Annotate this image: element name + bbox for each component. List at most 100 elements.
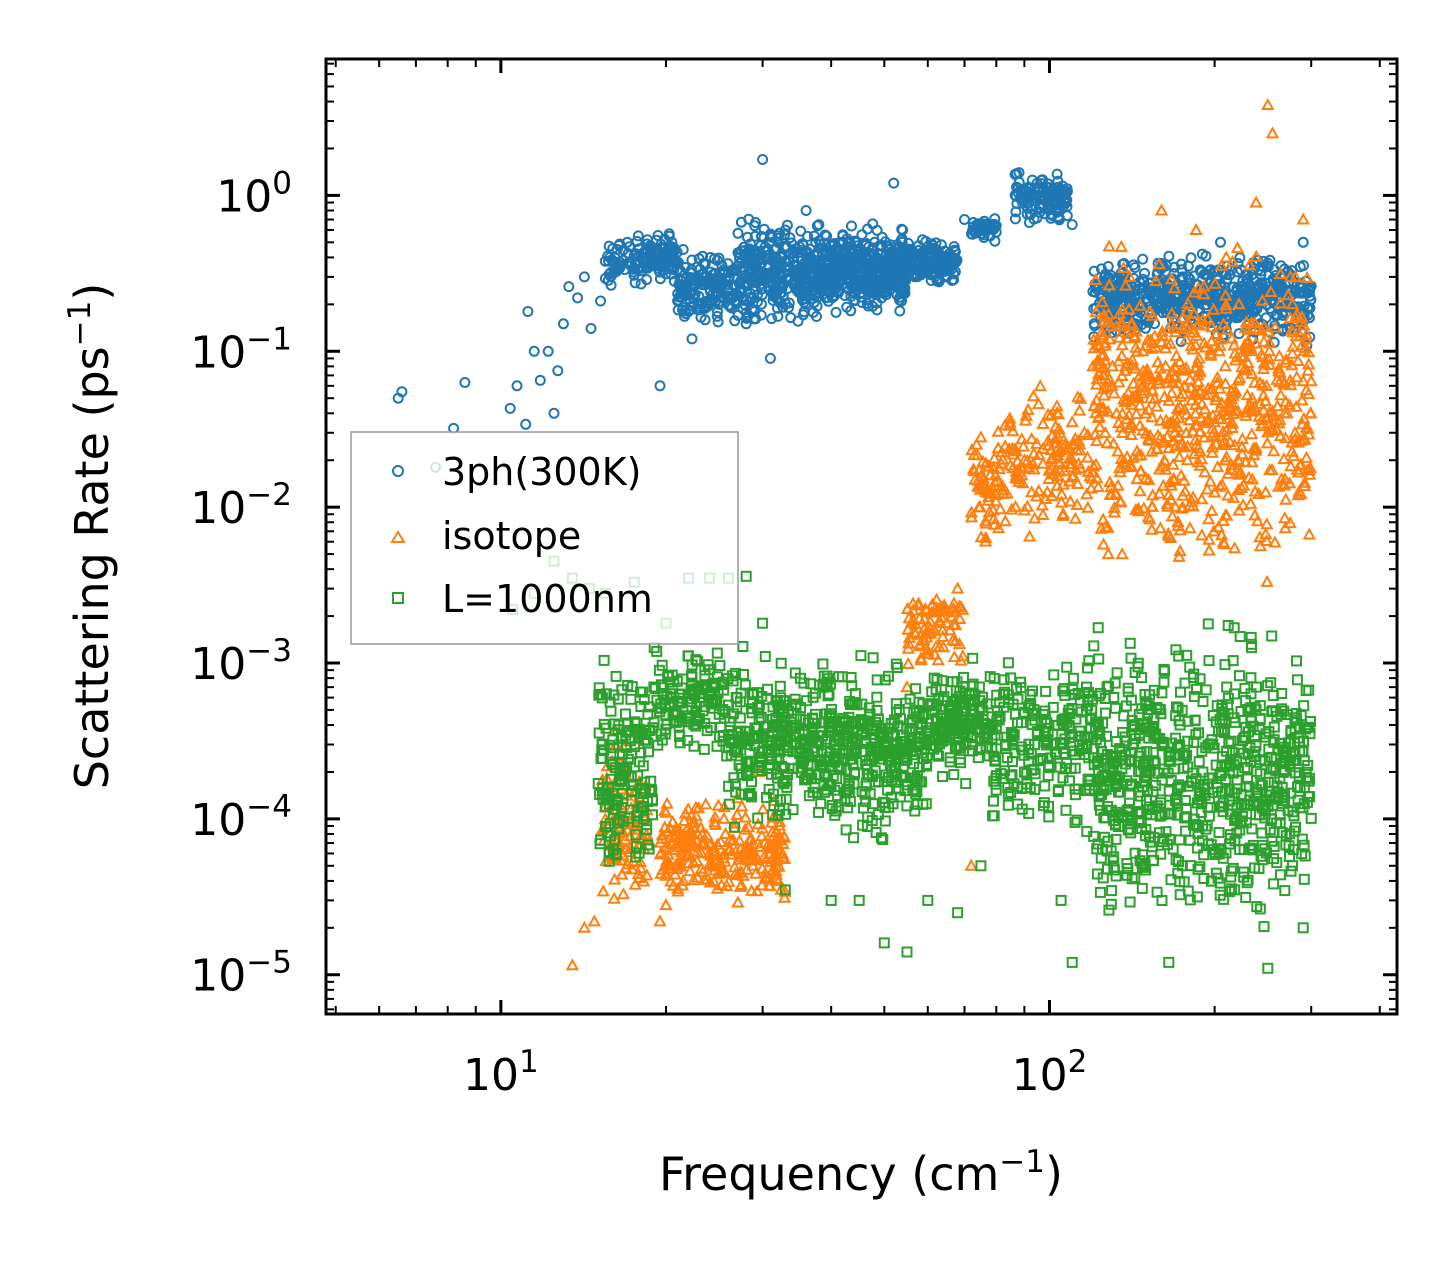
point-3ph: [862, 300, 874, 312]
point-3ph: [1061, 201, 1073, 212]
point-3ph: [893, 278, 905, 290]
point-3ph: [867, 300, 879, 312]
point-3ph: [680, 272, 692, 284]
point-3ph: [813, 235, 825, 247]
point-3ph: [795, 225, 807, 237]
point-3ph: [1026, 190, 1037, 202]
point-3ph: [848, 275, 860, 287]
point-3ph: [677, 304, 688, 316]
point-3ph: [688, 278, 699, 290]
point-3ph: [856, 229, 868, 241]
point-3ph: [685, 272, 697, 283]
point-3ph: [828, 239, 840, 251]
point-3ph: [770, 256, 782, 268]
point-3ph: [845, 305, 857, 317]
point-3ph: [767, 294, 779, 306]
point-3ph: [831, 260, 843, 272]
point-3ph: [732, 227, 744, 239]
point-3ph: [844, 276, 856, 288]
point-3ph: [844, 245, 856, 257]
point-3ph: [816, 278, 828, 290]
point-3ph: [656, 250, 667, 262]
point-3ph: [793, 287, 805, 299]
point-3ph: [637, 261, 649, 273]
point-3ph: [709, 253, 720, 265]
point-3ph: [622, 248, 634, 259]
point-3ph: [876, 292, 888, 304]
point-3ph: [688, 289, 700, 301]
point-3ph: [811, 220, 823, 232]
point-3ph: [862, 223, 874, 235]
point-3ph: [711, 310, 723, 322]
point-3ph: [602, 274, 614, 286]
point-3ph: [845, 263, 857, 275]
point-3ph: [945, 252, 956, 264]
point-3ph: [821, 230, 833, 242]
point-3ph: [716, 260, 728, 272]
point-3ph: [864, 270, 875, 282]
point-3ph: [904, 256, 916, 268]
point-3ph: [1009, 213, 1021, 225]
point-3ph: [1139, 267, 1150, 279]
point-3ph: [774, 279, 786, 291]
point-3ph: [737, 303, 749, 315]
point-3ph: [881, 285, 893, 297]
point-3ph: [802, 230, 814, 242]
data-layer: [392, 97, 1318, 974]
point-3ph: [773, 295, 785, 307]
point-3ph: [702, 297, 713, 309]
point-3ph: [745, 274, 756, 286]
point-3ph: [941, 271, 953, 283]
point-3ph: [1088, 318, 1100, 330]
point-3ph: [746, 293, 758, 305]
point-3ph: [635, 250, 647, 262]
point-3ph: [1017, 197, 1029, 209]
point-3ph: [763, 267, 775, 279]
point-3ph: [766, 230, 778, 241]
point-3ph: [797, 309, 809, 321]
point-3ph: [830, 306, 842, 318]
point-3ph: [744, 245, 756, 257]
point-3ph: [1129, 262, 1141, 273]
point-3ph: [794, 241, 806, 253]
point-3ph: [748, 313, 760, 325]
point-3ph: [712, 306, 723, 318]
point-3ph: [846, 220, 857, 232]
point-3ph: [802, 251, 814, 263]
point-3ph: [750, 217, 761, 228]
point-3ph: [1018, 184, 1030, 196]
point-3ph: [916, 253, 928, 265]
point-3ph: [852, 254, 863, 266]
point-3ph: [662, 252, 674, 264]
point-3ph: [772, 302, 783, 314]
point-3ph: [691, 261, 703, 273]
point-3ph: [814, 259, 826, 271]
point-3ph: [740, 312, 752, 324]
point-3ph: [783, 302, 794, 314]
point-3ph: [858, 278, 869, 290]
point-3ph: [813, 242, 825, 254]
point-3ph: [948, 274, 960, 286]
point-3ph: [704, 295, 716, 307]
point-3ph: [894, 283, 906, 295]
point-3ph: [845, 291, 857, 302]
point-3ph: [868, 255, 880, 267]
point-3ph: [679, 310, 690, 322]
point-3ph: [876, 231, 888, 243]
point-3ph: [988, 218, 1000, 230]
point-3ph: [712, 316, 724, 328]
point-3ph: [699, 314, 711, 326]
point-3ph: [913, 245, 925, 256]
point-3ph: [896, 295, 907, 307]
point-3ph: [1025, 208, 1037, 220]
point-3ph: [608, 267, 620, 279]
point-3ph: [849, 235, 861, 247]
point-3ph: [641, 274, 653, 286]
point-3ph: [625, 260, 637, 272]
point-3ph: [1051, 168, 1063, 180]
point-3ph: [906, 269, 918, 281]
point-3ph: [1057, 189, 1069, 201]
point-3ph: [830, 280, 842, 292]
point-3ph: [926, 238, 938, 250]
